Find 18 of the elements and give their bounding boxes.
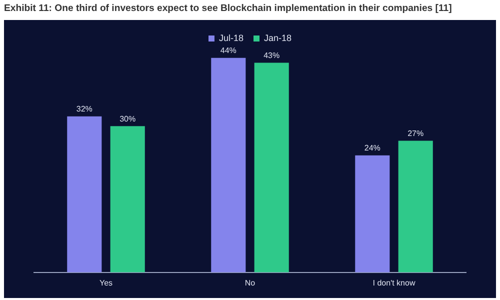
data-label: 32% <box>76 104 92 114</box>
bar <box>355 155 390 272</box>
data-label: 27% <box>408 128 424 138</box>
data-label: 44% <box>220 46 236 56</box>
bar <box>110 126 145 272</box>
bar <box>67 116 102 272</box>
x-tick-label: No <box>244 278 256 288</box>
bar <box>254 62 289 272</box>
data-label: 30% <box>120 114 136 124</box>
data-label: 24% <box>364 144 380 153</box>
x-tick-label: I don't know <box>372 278 416 288</box>
data-label: 43% <box>264 50 280 60</box>
legend-label: Jul-18 <box>218 32 244 43</box>
bar <box>398 140 433 272</box>
legend-label: Jan-18 <box>264 32 292 43</box>
x-tick-label: Yes <box>99 278 113 288</box>
chart-title: Exhibit 11: One third of investors expect to see Blockchain implementation in their companies [11] <box>4 3 452 14</box>
bar <box>211 58 246 272</box>
